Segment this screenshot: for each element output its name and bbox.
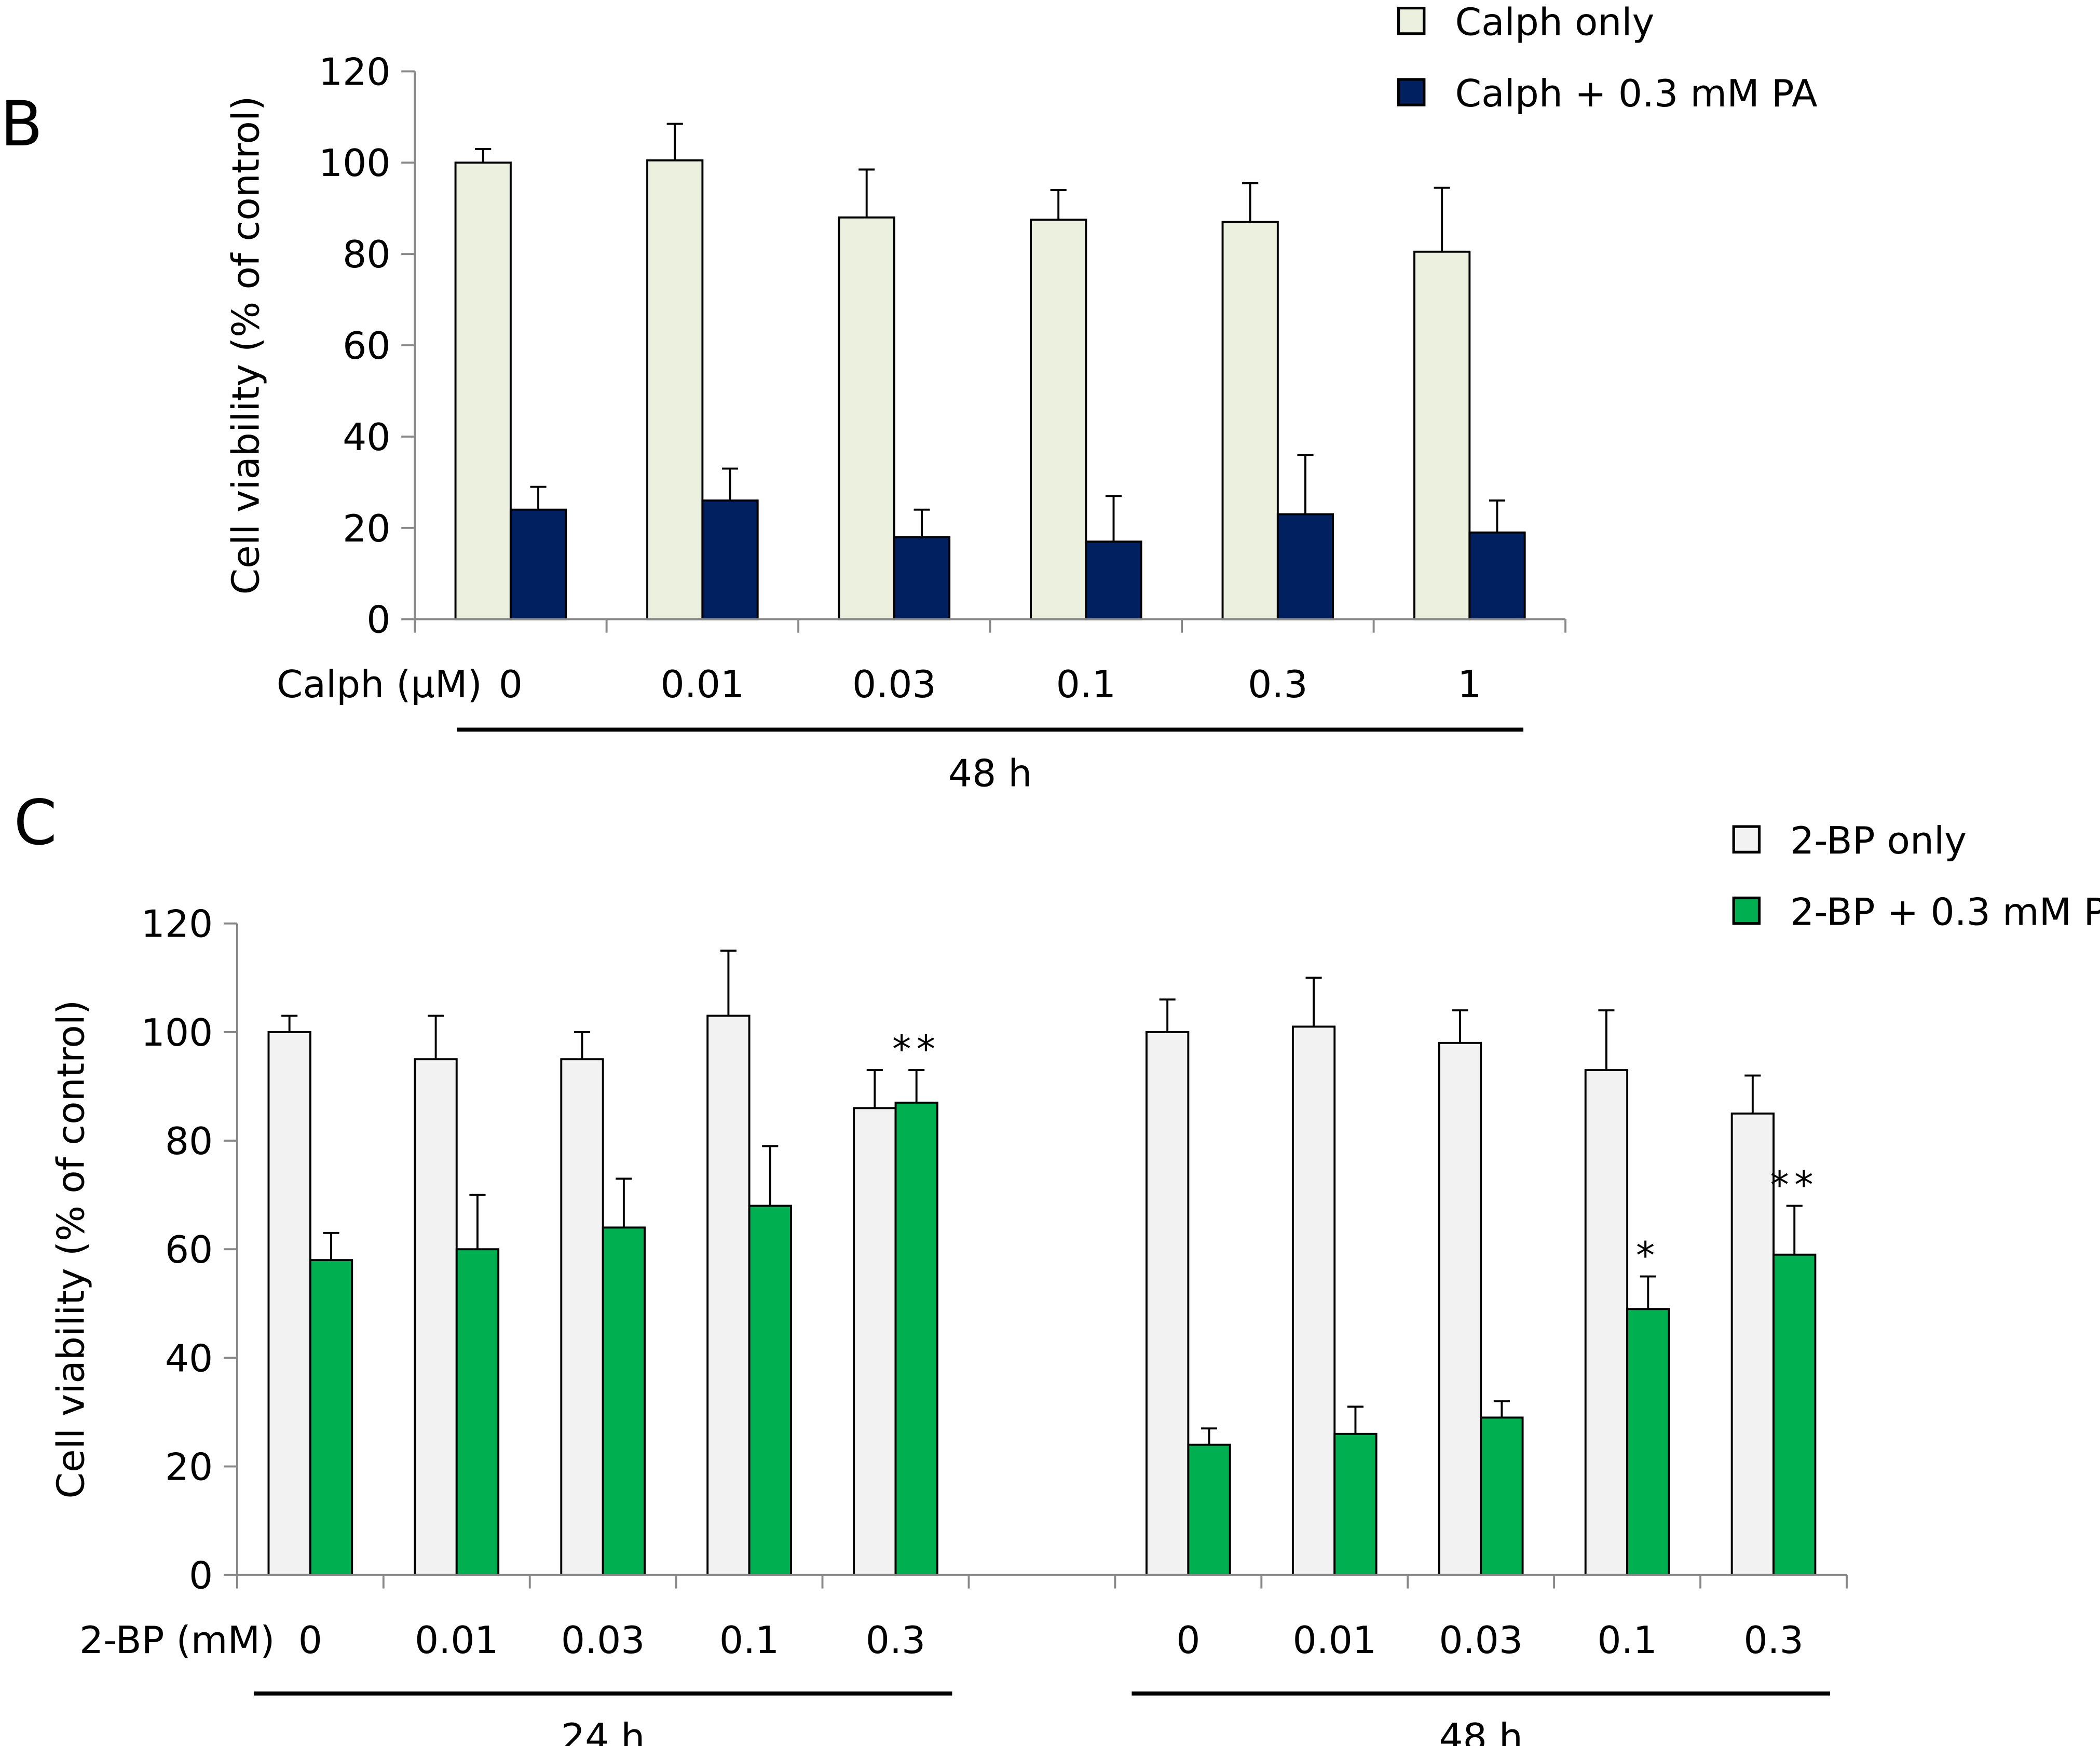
group-label: 48 h bbox=[1439, 1716, 1522, 1746]
bar-bp_pa bbox=[748, 1204, 792, 1576]
bar-calph_only bbox=[454, 161, 512, 620]
chart-c: 0 20 40 60 80 100 120 Cell viability (% of cont… bbox=[49, 819, 2100, 1746]
x-tick-label: 0.03 bbox=[561, 1619, 645, 1662]
bar-calph_pa bbox=[893, 536, 951, 620]
bar-bp_only bbox=[1291, 1025, 1336, 1576]
x-tick-label: 0.03 bbox=[852, 663, 936, 707]
x-axis-label: Calph (μM) bbox=[277, 663, 482, 707]
legend-label: Calph only bbox=[1455, 1, 1654, 44]
bar-calph_only bbox=[1030, 219, 1087, 620]
y-tick-label: 100 bbox=[141, 1011, 213, 1055]
legend-swatch bbox=[1397, 6, 1426, 35]
y-tick-label: 40 bbox=[343, 416, 390, 459]
bar-bp_pa bbox=[1626, 1308, 1670, 1576]
bar-bp_pa bbox=[602, 1226, 646, 1576]
y-tick-label: 80 bbox=[343, 233, 390, 277]
y-tick-label: 60 bbox=[165, 1228, 213, 1272]
y-tick-label: 100 bbox=[319, 142, 391, 185]
y-tick-label: 20 bbox=[165, 1445, 213, 1489]
bar-calph_only bbox=[646, 159, 704, 620]
bar-calph_only bbox=[1221, 221, 1279, 620]
chart-b: 0 20 40 60 80 100 120 Cell viability (% of cont… bbox=[224, 1, 1818, 795]
x-tick-label: 0.01 bbox=[661, 663, 745, 707]
bar-calph_pa bbox=[509, 508, 567, 620]
x-tick-label: 0.03 bbox=[1439, 1619, 1523, 1662]
significance-marker: * bbox=[1636, 1234, 1660, 1278]
y-axis-label: Cell viability (% of control) bbox=[224, 96, 268, 595]
panel-label-c: C bbox=[13, 787, 57, 859]
x-tick-label: 0 bbox=[499, 663, 523, 707]
bar-calph_pa bbox=[1085, 540, 1142, 620]
bar-bp_pa bbox=[455, 1248, 500, 1576]
group-label: 48 h bbox=[948, 752, 1032, 795]
legend-label: 2-BP + 0.3 mM PA bbox=[1790, 890, 2100, 934]
bar-bp_only bbox=[560, 1058, 604, 1576]
bar-calph_only bbox=[1413, 250, 1471, 620]
group-label: 24 h bbox=[561, 1716, 645, 1746]
x-tick-label: 0 bbox=[298, 1619, 322, 1662]
bar-calph_pa bbox=[1468, 531, 1526, 620]
significance-marker: ** bbox=[1770, 1163, 1819, 1207]
y-tick-label: 60 bbox=[343, 324, 390, 368]
y-tick-label: 120 bbox=[319, 50, 391, 94]
bar-bp_only bbox=[853, 1107, 897, 1576]
bar-bp_only bbox=[706, 1014, 751, 1576]
bar-calph_only bbox=[838, 216, 895, 620]
significance-marker: ** bbox=[892, 1028, 940, 1072]
bar-bp_only bbox=[267, 1031, 311, 1576]
y-axis-label: Cell viability (% of control) bbox=[49, 1000, 93, 1499]
x-tick-label: 0.3 bbox=[1743, 1619, 1803, 1662]
y-tick-label: 0 bbox=[189, 1554, 213, 1598]
legend-swatch bbox=[1732, 896, 1761, 925]
x-tick-label: 0.1 bbox=[1056, 663, 1116, 707]
legend-swatch bbox=[1397, 78, 1426, 106]
x-tick-label: 0.01 bbox=[415, 1619, 499, 1662]
bar-bp_only bbox=[414, 1058, 458, 1576]
x-tick-label: 1 bbox=[1457, 663, 1481, 707]
bar-bp_only bbox=[1438, 1041, 1482, 1576]
bar-bp_pa bbox=[1480, 1416, 1524, 1576]
bar-bp_pa bbox=[309, 1259, 353, 1576]
x-tick-label: 0.1 bbox=[1597, 1619, 1657, 1662]
bar-bp_pa bbox=[1333, 1432, 1378, 1576]
x-axis-label: 2-BP (mM) bbox=[79, 1619, 275, 1662]
y-tick-label: 120 bbox=[141, 903, 213, 946]
bar-bp_only bbox=[1146, 1031, 1190, 1576]
bar-bp_pa bbox=[1772, 1253, 1817, 1576]
bar-bp_pa bbox=[894, 1101, 938, 1576]
x-tick-label: 0 bbox=[1176, 1619, 1200, 1662]
bar-bp_only bbox=[1730, 1112, 1775, 1576]
x-tick-label: 0.01 bbox=[1292, 1619, 1376, 1662]
y-tick-label: 40 bbox=[165, 1337, 213, 1380]
x-tick-label: 0.3 bbox=[866, 1619, 925, 1662]
y-tick-label: 0 bbox=[366, 599, 390, 642]
bar-calph_pa bbox=[701, 499, 759, 620]
bar-bp_pa bbox=[1187, 1443, 1231, 1576]
x-tick-label: 0.1 bbox=[719, 1619, 779, 1662]
panel-label-b: B bbox=[1, 88, 43, 160]
legend-swatch bbox=[1732, 825, 1761, 854]
legend-label: 2-BP only bbox=[1790, 819, 1967, 863]
legend-label: Calph + 0.3 mM PA bbox=[1455, 72, 1817, 116]
y-tick-label: 20 bbox=[343, 507, 390, 551]
bar-calph_pa bbox=[1276, 513, 1334, 620]
x-tick-label: 0.3 bbox=[1248, 663, 1307, 707]
y-tick-label: 80 bbox=[165, 1120, 213, 1163]
bar-bp_only bbox=[1584, 1069, 1629, 1576]
